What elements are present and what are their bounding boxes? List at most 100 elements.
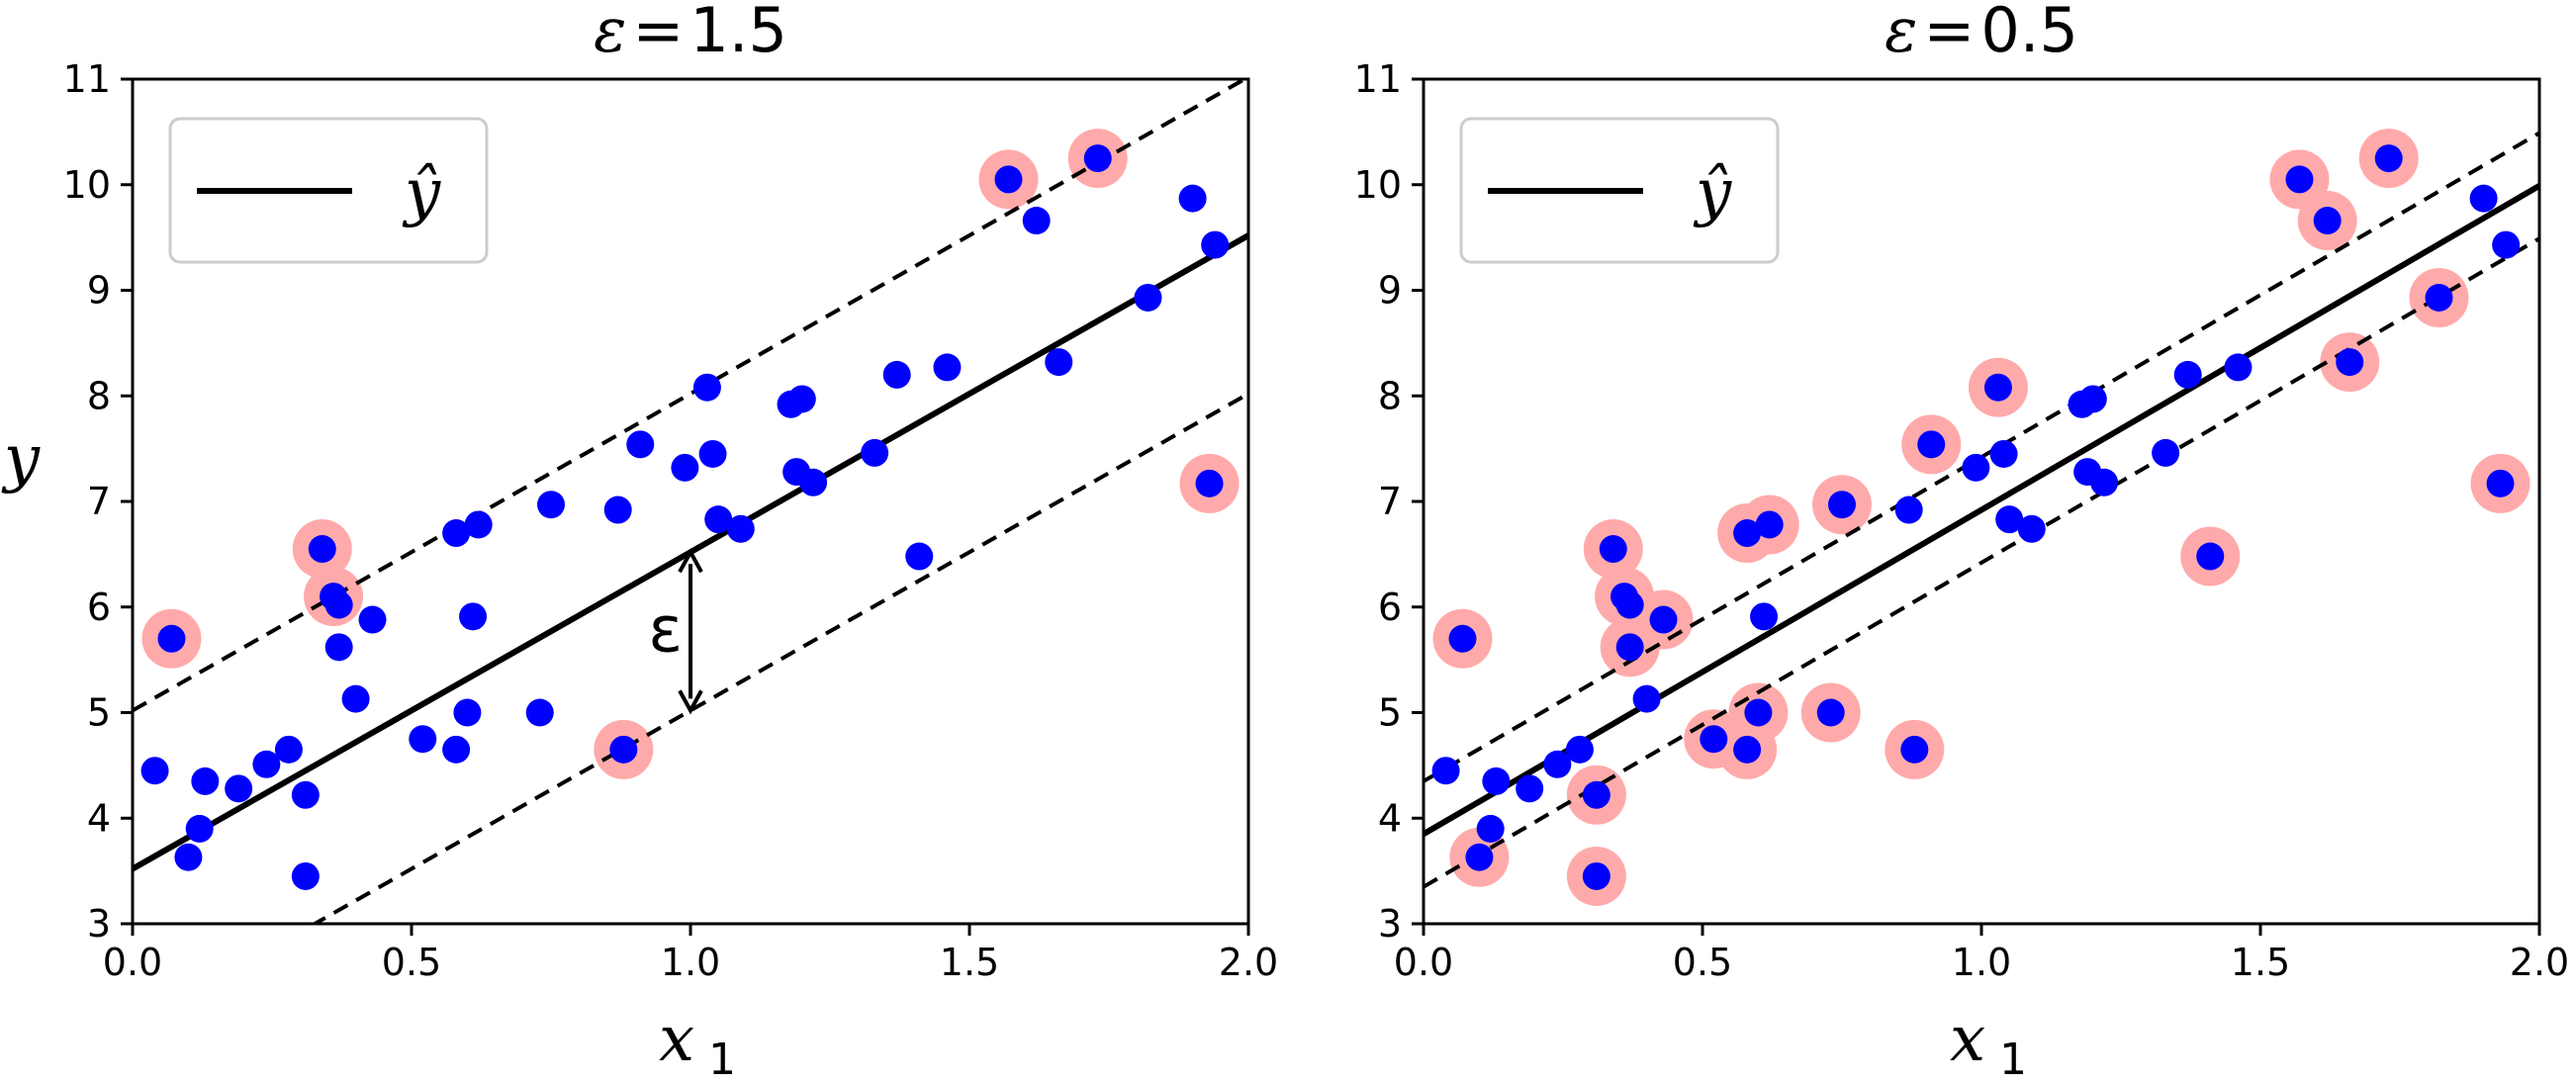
- data-point: [409, 725, 437, 754]
- lower-margin-line: [311, 392, 1248, 924]
- data-point: [1582, 780, 1610, 809]
- y-tick-label: 8: [1378, 374, 1402, 417]
- x-tick-label: 1.0: [661, 941, 720, 984]
- chart-title-equals: =: [632, 0, 684, 66]
- data-point: [1045, 348, 1073, 377]
- x-axis-label-subscript: 1: [708, 1035, 736, 1083]
- data-point: [698, 439, 727, 468]
- data-point: [2078, 385, 2107, 413]
- data-point: [453, 698, 482, 727]
- data-point: [692, 373, 721, 402]
- y-tick-label: 5: [1378, 691, 1402, 735]
- y-tick-label: 10: [63, 163, 111, 207]
- data-point: [1448, 624, 1477, 653]
- y-axis-label: y: [1, 422, 41, 496]
- data-point: [459, 602, 488, 631]
- y-tick-label: 9: [87, 269, 111, 313]
- chart-title-value: 1.5: [690, 0, 787, 66]
- y-tick-label: 6: [87, 586, 111, 629]
- data-point: [2017, 514, 2046, 543]
- data-point: [1083, 144, 1112, 173]
- data-point: [1431, 757, 1460, 785]
- data-point: [905, 542, 934, 571]
- data-point: [704, 505, 733, 534]
- data-point: [1816, 698, 1845, 727]
- data-point: [442, 519, 471, 548]
- y-tick-label: 11: [63, 57, 111, 101]
- data-point: [1615, 633, 1644, 662]
- x-tick-label: 1.5: [940, 941, 999, 984]
- data-point: [464, 510, 493, 539]
- data-point: [1755, 510, 1784, 539]
- chart-title-equals: =: [1923, 0, 1975, 66]
- data-point: [174, 843, 203, 871]
- y-tick-label: 7: [1378, 480, 1402, 523]
- x-tick-label: 0.0: [1394, 941, 1453, 984]
- data-point: [1599, 535, 1627, 564]
- chart-title: ε=1.5: [594, 0, 787, 66]
- data-point: [358, 605, 387, 634]
- data-point: [185, 814, 214, 843]
- data-point: [1516, 774, 1544, 803]
- data-point: [525, 698, 554, 727]
- data-point: [2313, 207, 2342, 235]
- y-tick-label: 11: [1354, 57, 1402, 101]
- y-tick-label: 8: [87, 374, 111, 417]
- data-point: [2374, 144, 2403, 173]
- data-point: [1543, 750, 1572, 778]
- data-point: [2173, 360, 2202, 389]
- chart-title-symbol: ε: [1885, 0, 1917, 66]
- data-point: [308, 535, 336, 564]
- data-point: [1828, 491, 1856, 519]
- data-point: [2090, 468, 2119, 496]
- data-point: [1744, 698, 1773, 727]
- data-point: [799, 468, 828, 496]
- x-axis-label: x: [659, 1003, 694, 1076]
- data-point: [2224, 353, 2253, 382]
- epsilon-arrow-head-bottom: [678, 689, 703, 715]
- data-point: [626, 430, 655, 459]
- y-tick-label: 6: [1378, 586, 1402, 629]
- plot-area: [1424, 129, 2539, 906]
- data-point: [191, 767, 220, 795]
- data-point: [1894, 496, 1923, 524]
- data-point: [603, 496, 632, 524]
- data-point: [1582, 861, 1610, 890]
- data-point: [2486, 469, 2515, 497]
- plot-area: [133, 79, 1248, 924]
- y-tick-label: 7: [87, 480, 111, 523]
- data-point: [1962, 453, 1990, 482]
- epsilon-annotation-label: ε: [648, 593, 683, 667]
- chart-title: ε=0.5: [1885, 0, 2078, 66]
- lower-margin-line: [1424, 236, 2539, 889]
- regression-line: [1424, 183, 2539, 837]
- legend: ŷ: [168, 117, 489, 264]
- data-point: [609, 735, 638, 764]
- data-point: [341, 684, 370, 713]
- data-point: [1476, 814, 1505, 843]
- data-point: [442, 735, 471, 764]
- data-point: [291, 861, 320, 890]
- data-point: [2152, 438, 2180, 467]
- legend: ŷ: [1459, 117, 1780, 264]
- data-point: [994, 165, 1023, 194]
- x-tick-label: 2.0: [2510, 941, 2569, 984]
- data-point: [2425, 283, 2453, 312]
- data-point: [225, 774, 253, 803]
- chart-title-value: 0.5: [1980, 0, 2078, 66]
- data-point: [671, 453, 699, 482]
- y-tick-label: 10: [1354, 163, 1402, 207]
- data-point: [537, 491, 565, 519]
- data-point: [1632, 684, 1661, 713]
- data-point: [324, 590, 353, 619]
- data-point: [1565, 735, 1594, 764]
- legend-label: ŷ: [402, 156, 441, 229]
- data-point: [1615, 590, 1644, 619]
- legend-label: ŷ: [1693, 156, 1732, 229]
- data-point: [2285, 165, 2314, 194]
- data-point: [274, 735, 303, 764]
- data-point: [1178, 184, 1207, 213]
